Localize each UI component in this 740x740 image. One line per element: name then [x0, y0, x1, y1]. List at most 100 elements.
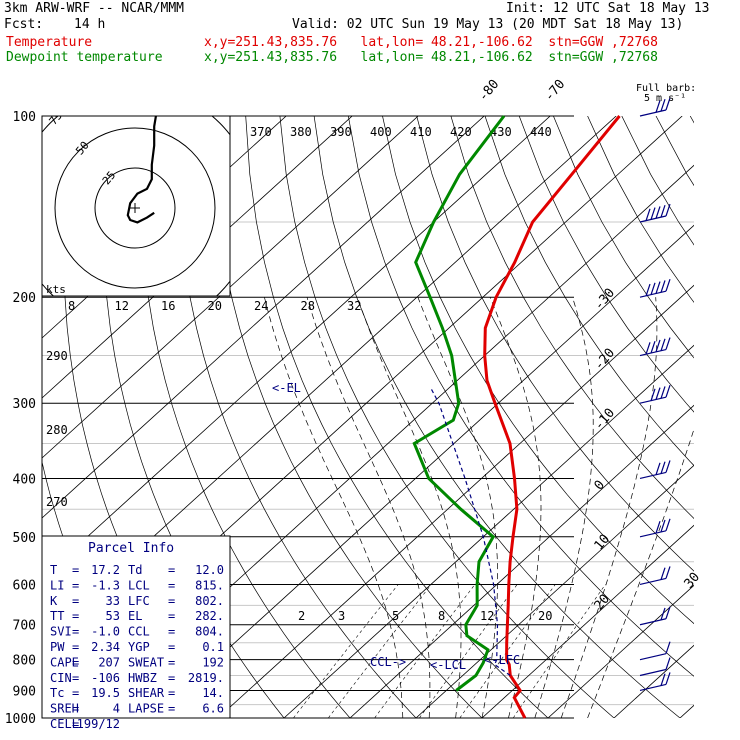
forecast-label: Fcst: [4, 17, 44, 32]
wind-barb [639, 385, 671, 404]
isotherm-line [283, 344, 694, 718]
parcel-label: TT [50, 609, 64, 623]
pressure-tick-label: 1000 [5, 712, 36, 727]
hodograph-ring [94, 167, 176, 249]
theta-label: 410 [410, 125, 432, 139]
mixing-ratio-label: 2 [298, 609, 305, 623]
theta-label: 290 [46, 349, 68, 363]
theta-label: 390 [330, 125, 352, 139]
mixing-ratio-line [419, 584, 518, 718]
theta-label: 380 [290, 125, 312, 139]
mixing-ratio-line [293, 584, 399, 718]
mixing-ratio-line [328, 584, 432, 718]
theta-e-label: 24 [254, 299, 268, 313]
theta-label: 420 [450, 125, 472, 139]
moist-adiabat [489, 297, 542, 718]
parcel-label: SWEAT [128, 655, 164, 669]
theta-e-label: 16 [161, 299, 175, 313]
parcel-label: Tc [50, 686, 64, 700]
theta-e-label: 28 [301, 299, 315, 313]
theta-e-label: 20 [208, 299, 222, 313]
dry-adiabat [245, 116, 549, 718]
parcel-label: CIN [50, 671, 72, 685]
wind-barb [639, 337, 671, 357]
moist-adiabat [534, 297, 594, 718]
wind-barb [639, 566, 671, 586]
parcel-value: 17.2 [91, 563, 120, 577]
theta-label: 370 [250, 125, 272, 139]
wind-barb [639, 606, 671, 626]
dry-adiabat [176, 116, 417, 718]
parcel-label: Td [128, 563, 142, 577]
parcel-value: 804. [195, 625, 224, 639]
temperature-trace [483, 115, 621, 719]
dewpoint-legend: Dewpoint temperature [6, 50, 163, 65]
parcel-value: 2.34 [91, 640, 120, 654]
parcel-equals: = [72, 625, 79, 639]
parcel-label: LFC [128, 594, 150, 608]
isotherm-line [42, 116, 353, 399]
barb-legend-value: 5 m s⁻¹ [644, 93, 687, 104]
location-info-red: x,y=251.43,835.76 lat,lon= 48.21,-106.62… [204, 35, 658, 50]
dry-adiabat [140, 116, 351, 718]
theta-label: 440 [530, 125, 552, 139]
model-title: 3km ARW-WRF -- NCAR/MMM [4, 1, 185, 16]
ccl-marker: CCL-> [370, 655, 406, 669]
forecast-hour: 14 h [74, 17, 106, 32]
hodograph-ring-label: 75 [47, 109, 65, 128]
isotherm-label: 0 [592, 478, 609, 494]
parcel-panel-title: Parcel Info [88, 541, 174, 556]
theta-e-label: 8 [68, 299, 75, 313]
parcel-label: PW [50, 640, 65, 654]
parcel-value: 192 [202, 655, 224, 669]
parcel-equals: = [168, 686, 175, 700]
parcel-equals: = [72, 655, 79, 669]
dry-adiabat [211, 116, 483, 718]
parcel-equals: = [72, 671, 79, 685]
parcel-label: SREH [50, 702, 79, 716]
parcel-equals: = [72, 686, 79, 700]
parcel-equals: = [168, 671, 175, 685]
parcel-equals: = [168, 578, 175, 592]
isotherm-line [151, 224, 694, 718]
wind-barb [639, 657, 671, 677]
isotherm-line [547, 584, 694, 718]
isotherm-line [481, 524, 694, 718]
pressure-tick-label: 500 [13, 531, 36, 546]
parcel-value: 0.1 [202, 640, 224, 654]
isotherm-label: 30 [682, 570, 704, 592]
init-time: Init: 12 UTC Sat 18 May 13 [506, 1, 710, 16]
pressure-tick-label: 200 [13, 291, 36, 306]
dry-adiabat [382, 116, 694, 625]
pressure-tick-label: 600 [13, 578, 36, 593]
parcel-equals: = [72, 578, 79, 592]
theta-e-label: 32 [347, 299, 361, 313]
parcel-value: 12.0 [195, 563, 224, 577]
isotherm-label: -80 [476, 77, 503, 105]
hodograph-ring [54, 127, 216, 289]
mixing-ratio-label: 3 [338, 609, 345, 623]
wind-barb [639, 672, 671, 692]
mixing-ratio-label: 5 [392, 609, 399, 623]
barb-legend-title: Full barb: [636, 83, 697, 94]
pressure-tick-label: 400 [13, 472, 36, 487]
parcel-equals: = [72, 717, 79, 731]
lcl-marker: <-LCL [430, 658, 466, 672]
parcel-equals: = [168, 702, 175, 716]
isotherm-line [613, 644, 694, 718]
parcel-value: 2819. [188, 671, 224, 685]
parcel-value: 282. [195, 609, 224, 623]
isotherm-label: -70 [542, 77, 569, 105]
parcel-label: LAPSE [128, 702, 164, 716]
wind-barb [639, 518, 671, 538]
wind-barb [639, 279, 671, 298]
theta-e-label: 12 [115, 299, 129, 313]
dry-adiabat [655, 116, 694, 187]
parcel-value: 14. [202, 686, 224, 700]
hodograph-units: kts [46, 283, 66, 296]
isotherm-line [42, 116, 551, 579]
theta-label: 270 [46, 495, 68, 509]
isotherm-label: 10 [592, 532, 614, 554]
